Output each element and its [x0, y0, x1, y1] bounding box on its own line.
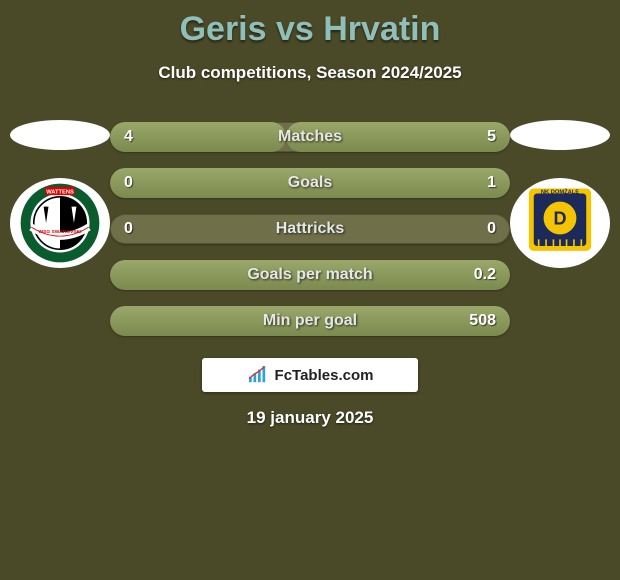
stat-value-right: 508	[469, 306, 496, 336]
stat-row: Min per goal 508	[110, 306, 510, 336]
page-title: Geris vs Hrvatin	[0, 0, 620, 49]
stats-container: 4 Matches 5 0 Goals 1 0 Hattricks 0 Goal…	[110, 122, 510, 352]
stat-label: Hattricks	[110, 214, 510, 244]
stat-row: 4 Matches 5	[110, 122, 510, 152]
svg-text:WATTENS: WATTENS	[46, 189, 74, 195]
domzale-badge-icon: D NK DOMŽALE	[519, 182, 601, 264]
club-badge-right: D NK DOMŽALE	[510, 178, 610, 268]
stat-row: 0 Goals 1	[110, 168, 510, 198]
svg-text:D: D	[553, 209, 566, 229]
svg-text:NK DOMŽALE: NK DOMŽALE	[541, 187, 579, 195]
stat-row: Goals per match 0.2	[110, 260, 510, 290]
player-left-column: WSG SWAROVSKI WATTENS	[10, 120, 110, 268]
bar-chart-icon	[247, 366, 269, 384]
date-text: 19 january 2025	[0, 408, 620, 428]
stat-label: Goals	[110, 168, 510, 198]
stat-value-right: 0	[487, 214, 496, 244]
wattens-badge-icon: WSG SWAROVSKI WATTENS	[19, 182, 101, 264]
club-badge-left: WSG SWAROVSKI WATTENS	[10, 178, 110, 268]
attribution-text: FcTables.com	[275, 367, 374, 384]
stat-value-right: 5	[487, 122, 496, 152]
subtitle: Club competitions, Season 2024/2025	[0, 63, 620, 83]
attribution-box[interactable]: FcTables.com	[202, 358, 418, 392]
svg-text:WSG SWAROVSKI: WSG SWAROVSKI	[38, 229, 82, 235]
stat-label: Matches	[110, 122, 510, 152]
player-right-oval	[510, 120, 610, 150]
stat-value-right: 0.2	[474, 260, 496, 290]
stat-row: 0 Hattricks 0	[110, 214, 510, 244]
stat-label: Goals per match	[110, 260, 510, 290]
player-right-column: D NK DOMŽALE	[510, 120, 610, 268]
stat-value-right: 1	[487, 168, 496, 198]
stat-label: Min per goal	[110, 306, 510, 336]
player-left-oval	[10, 120, 110, 150]
